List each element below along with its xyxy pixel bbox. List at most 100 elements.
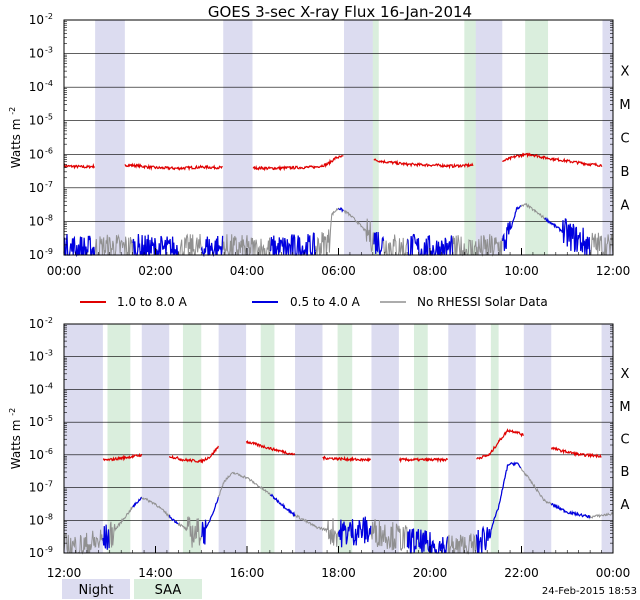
y-tick-label: 10 xyxy=(29,513,44,527)
night-band xyxy=(218,324,247,553)
flare-class-label: C xyxy=(620,433,629,448)
night-band xyxy=(448,324,476,553)
short-channel-line xyxy=(373,231,385,256)
long-channel-line xyxy=(102,452,143,462)
long-channel-line xyxy=(63,162,95,170)
y-axis-label-exponent: -2 xyxy=(8,107,17,115)
x-tick-label: 08:00 xyxy=(413,264,448,278)
long-channel-line xyxy=(476,428,524,460)
footer-timestamp: 24-Feb-2015 18:53 xyxy=(542,586,637,597)
x-tick-label: 00:00 xyxy=(596,566,631,580)
night-band xyxy=(295,324,323,553)
long-channel-line xyxy=(550,446,602,459)
short-channel-line xyxy=(550,502,591,519)
flare-class-label: X xyxy=(621,64,630,79)
legend-item-long: 1.0 to 8.0 A xyxy=(80,295,188,309)
short-channel-line xyxy=(338,207,344,213)
y-axis-label-exponent: -2 xyxy=(8,408,17,416)
y-tick-label: 10 xyxy=(29,317,44,331)
long-channel-line xyxy=(245,439,296,456)
y-tick-label: 10 xyxy=(29,80,44,94)
x-tick-label: 22:00 xyxy=(504,566,539,580)
y-tick-exponent: -9 xyxy=(45,545,53,554)
long-channel-line xyxy=(502,152,603,168)
saa-band xyxy=(182,324,202,553)
y-tick-label: 10 xyxy=(29,481,44,495)
y-tick-label: 10 xyxy=(29,114,44,128)
flare-class-label: M xyxy=(619,400,630,415)
x-tick-label: 00:00 xyxy=(47,264,82,278)
flare-class-label: C xyxy=(620,132,629,147)
night-band xyxy=(223,20,253,255)
short-channel-line xyxy=(475,461,522,554)
y-tick-exponent: -4 xyxy=(45,79,53,88)
x-tick-label: 12:00 xyxy=(47,566,82,580)
x-tick-label: 14:00 xyxy=(138,566,173,580)
saa-swatch xyxy=(134,579,202,599)
short-channel-line xyxy=(168,515,179,525)
night-band xyxy=(602,20,613,255)
y-axis-label-text: Watts m xyxy=(9,416,23,469)
y-tick-label: 10 xyxy=(29,47,44,61)
saa-band xyxy=(464,20,476,255)
short-channel-line xyxy=(200,497,219,545)
y-tick-label: 10 xyxy=(29,448,44,462)
short-channel-line xyxy=(337,516,372,548)
y-axis-label: Watts m -2 xyxy=(8,107,23,168)
legend-label-no-rhessi: No RHESSI Solar Data xyxy=(417,295,548,309)
saa-band xyxy=(372,20,379,255)
short-channel-line xyxy=(200,235,224,258)
short-channel-line xyxy=(502,205,522,251)
short-channel-line xyxy=(132,496,142,508)
night-swatch xyxy=(62,579,130,599)
legend-item-no-rhessi: No RHESSI Solar Data xyxy=(380,295,548,309)
y-tick-label: 10 xyxy=(29,214,44,228)
saa-band xyxy=(260,324,275,553)
night-band xyxy=(64,324,103,553)
y-tick-exponent: -7 xyxy=(45,180,53,189)
night-band xyxy=(343,20,374,255)
y-tick-exponent: -3 xyxy=(45,349,53,358)
legend-label-short: 0.5 to 4.0 A xyxy=(290,295,361,309)
x-tick-label: 10:00 xyxy=(504,264,539,278)
x-tick-label: 16:00 xyxy=(230,566,265,580)
y-tick-exponent: -8 xyxy=(45,512,53,521)
y-tick-exponent: -5 xyxy=(45,113,53,122)
night-key-label: Night xyxy=(79,583,114,598)
x-tick-label: 18:00 xyxy=(321,566,356,580)
y-tick-exponent: -8 xyxy=(45,213,53,222)
flare-class-label: M xyxy=(619,98,630,113)
y-tick-label: 10 xyxy=(29,181,44,195)
flare-class-label: B xyxy=(621,465,630,480)
y-tick-exponent: -2 xyxy=(45,12,53,21)
y-tick-exponent: -6 xyxy=(45,146,53,155)
saa-key-label: SAA xyxy=(155,583,182,598)
chart-title: GOES 3-sec X-ray Flux 16-Jan-2014 xyxy=(208,3,472,21)
flare-class-label: B xyxy=(621,165,630,180)
y-tick-exponent: -7 xyxy=(45,480,53,489)
short-channel-line xyxy=(544,217,591,256)
y-axis-label-text: Watts m xyxy=(9,115,23,168)
x-tick-label: 02:00 xyxy=(138,264,173,278)
legend: 1.0 to 8.0 A 0.5 to 4.0 A No RHESSI Sola… xyxy=(80,295,548,309)
y-tick-label: 10 xyxy=(29,350,44,364)
night-band xyxy=(473,20,503,255)
flare-class-label: A xyxy=(621,498,630,513)
night-band xyxy=(371,324,399,553)
short-channel-line xyxy=(63,233,96,258)
y-tick-exponent: -6 xyxy=(45,447,53,456)
saa-band xyxy=(337,324,353,553)
long-channel-line xyxy=(252,155,344,172)
flare-class-label: X xyxy=(621,367,630,382)
y-tick-label: 10 xyxy=(29,415,44,429)
night-band xyxy=(141,324,170,553)
long-channel-line xyxy=(398,456,449,464)
y-tick-exponent: -5 xyxy=(45,414,53,423)
y-tick-label: 10 xyxy=(29,382,44,396)
y-tick-exponent: -2 xyxy=(45,316,53,325)
y-tick-label: 10 xyxy=(29,248,44,262)
short-channel-line xyxy=(270,493,296,518)
long-channel-line xyxy=(124,162,223,172)
x-tick-label: 20:00 xyxy=(413,566,448,580)
